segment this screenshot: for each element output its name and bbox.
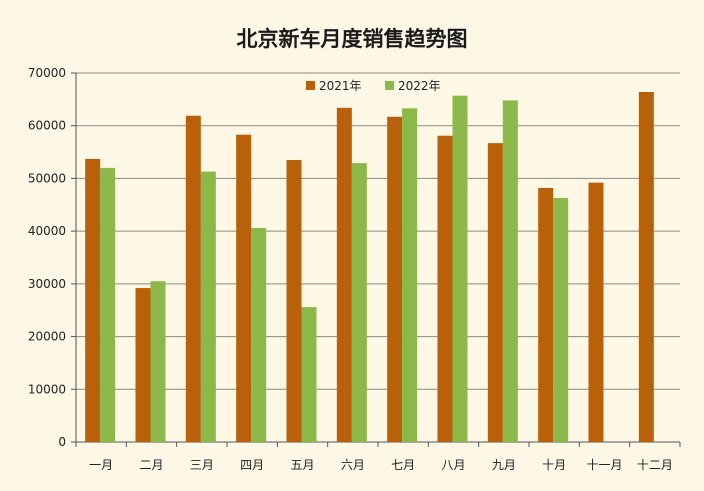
x-tick-label: 三月	[190, 458, 214, 472]
chart-title: 北京新车月度销售趋势图	[237, 27, 468, 51]
x-tick-label: 七月	[391, 458, 415, 472]
y-tick-label: 10000	[28, 382, 66, 396]
bar-2021	[236, 134, 252, 442]
y-tick-label: 60000	[28, 119, 66, 133]
x-tick-label: 二月	[139, 458, 163, 472]
y-tick-label: 70000	[28, 66, 66, 80]
y-axis: 0 10000 20000 30000 40000 50000 60000 70000	[28, 66, 77, 449]
bar-2021	[387, 116, 403, 442]
bar-2021	[538, 187, 554, 442]
bar-2021	[286, 159, 302, 442]
bar-2022	[402, 108, 418, 442]
bar-2022	[301, 307, 317, 442]
legend: 2021年 2022年	[306, 79, 441, 93]
y-tick-label: 0	[58, 435, 66, 449]
bar-2021	[437, 135, 453, 443]
bars	[85, 91, 654, 443]
bar-2022	[100, 167, 116, 442]
legend-label: 2021年	[319, 79, 362, 93]
x-tick-label: 十一月	[586, 458, 622, 472]
bar-2021	[336, 107, 352, 442]
bar-2021	[487, 143, 503, 443]
x-tick-label: 十月	[542, 458, 566, 472]
bar-2022	[502, 100, 518, 442]
legend-swatch	[385, 81, 394, 90]
x-tick-label: 四月	[240, 458, 264, 472]
x-tick-label: 一月	[89, 458, 113, 472]
bar-2022	[251, 227, 267, 442]
gridlines	[76, 72, 680, 390]
legend-swatch	[306, 81, 315, 90]
bar-2022	[150, 281, 166, 442]
bar-2021	[588, 182, 604, 442]
x-tick-label: 九月	[492, 458, 516, 472]
x-tick-label: 六月	[341, 458, 365, 472]
y-tick-label: 30000	[28, 277, 66, 291]
y-tick-label: 20000	[28, 330, 66, 344]
bar-2022	[452, 95, 468, 442]
x-tick-label: 五月	[290, 458, 314, 472]
bar-2022	[351, 163, 367, 443]
y-tick-label: 40000	[28, 224, 66, 238]
x-tick-label: 十二月	[637, 458, 673, 472]
bar-2021	[185, 115, 201, 442]
bar-2021	[638, 91, 654, 442]
bar-2022	[200, 171, 216, 442]
bar-2021	[135, 288, 151, 442]
x-axis: 一月 二月 三月 四月 五月 六月 七月 八月 九月 十月 十一月 十二月	[75, 441, 681, 472]
bar-2022	[553, 197, 569, 442]
legend-label: 2022年	[398, 79, 441, 93]
x-tick-label: 八月	[441, 458, 465, 472]
y-tick-label: 50000	[28, 171, 66, 185]
bar-2021	[85, 158, 101, 442]
